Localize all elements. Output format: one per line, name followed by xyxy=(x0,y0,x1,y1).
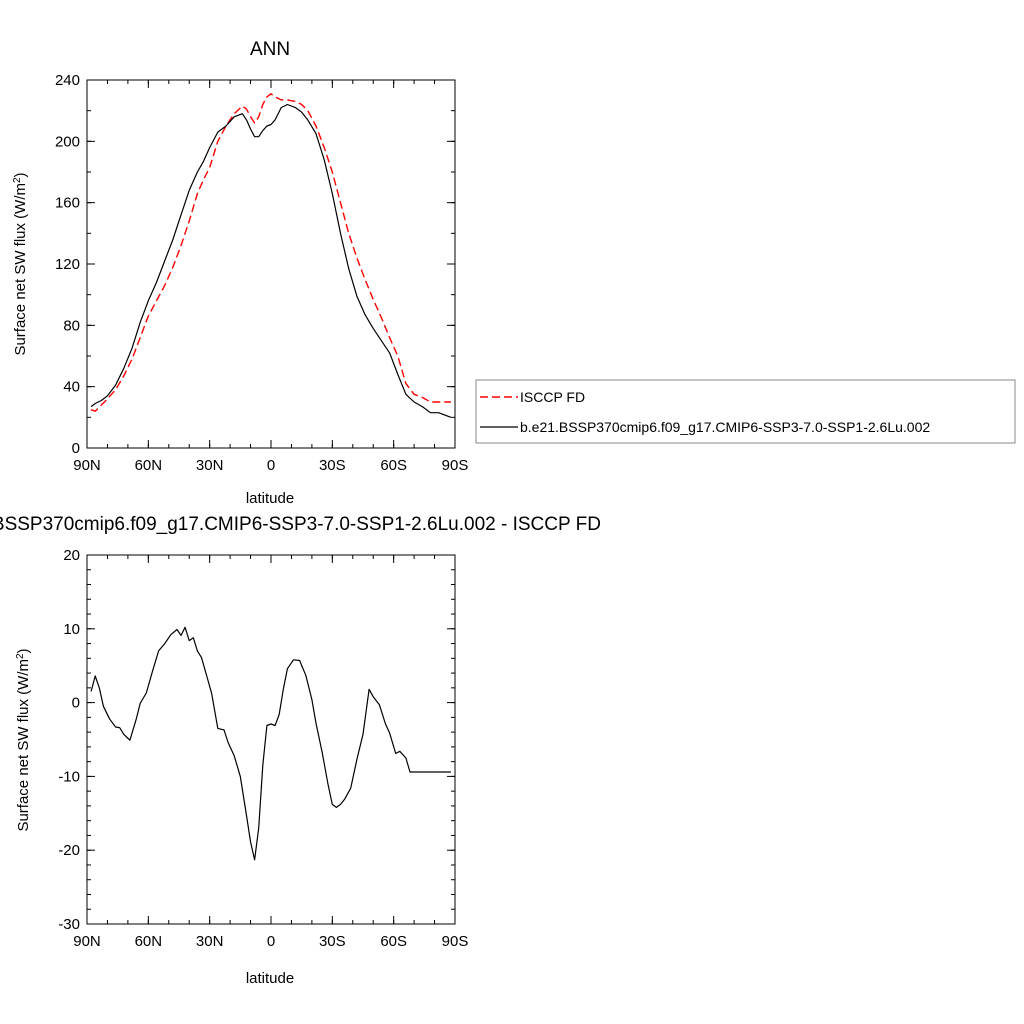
top-panel: ANN 0 40 80 120 160 200 240 90N 60N 30N 0 30S 60S 90S… xyxy=(12,39,1016,507)
top-x-tick-label: 60S xyxy=(380,457,407,474)
top-series-layer xyxy=(90,93,452,418)
top-x-tick-label: 60N xyxy=(135,457,163,474)
legend: ISCCP FD b.e21.BSSP370cmip6.f09_g17.CMIP… xyxy=(475,379,1016,444)
bottom-panel: b.e21.BSSP370cmip6.f09_g17.CMIP6-SSP3-7.… xyxy=(0,514,601,987)
bottom-x-tick-label: 30N xyxy=(196,933,224,950)
bottom-panel-title: b.e21.BSSP370cmip6.f09_g17.CMIP6-SSP3-7.… xyxy=(0,514,601,535)
bottom-series-line-0 xyxy=(90,626,451,861)
bottom-x-tick-label: 60N xyxy=(135,933,163,950)
legend-box xyxy=(475,379,1016,444)
top-x-tick-label: 30N xyxy=(196,457,224,474)
top-x-tick-label: 30S xyxy=(319,457,346,474)
bottom-plot-frame xyxy=(86,554,456,925)
bottom-y-tick-label: -10 xyxy=(58,768,80,785)
top-y-tick-label: 0 xyxy=(72,440,80,457)
top-y-tick-label: 200 xyxy=(55,133,80,150)
bottom-y-tick-label: 20 xyxy=(63,547,80,564)
top-x-tick-label: 90N xyxy=(73,457,101,474)
bottom-axis-ticks: -30 -20 -10 0 10 20 90N 60N 30N 0 30S 60S 90S xyxy=(58,547,468,950)
bottom-x-tick-label: 30S xyxy=(319,933,346,950)
top-x-axis-label: latitude xyxy=(246,490,294,507)
bottom-x-tick-label: 90S xyxy=(442,933,469,950)
bottom-x-tick-label: 60S xyxy=(380,933,407,950)
top-axis-ticks: 0 40 80 120 160 200 240 90N 60N 30N 0 30S 60S 90S xyxy=(55,72,468,474)
bottom-x-tick-label: 90N xyxy=(73,933,101,950)
legend-label-isccp-fd: ISCCP FD xyxy=(520,389,585,405)
top-series-line-1 xyxy=(90,103,452,418)
top-y-tick-label: 240 xyxy=(55,72,80,89)
bottom-y-tick-label: -20 xyxy=(58,842,80,859)
top-y-tick-label: 80 xyxy=(63,317,80,334)
top-y-tick-label: 40 xyxy=(63,379,80,396)
top-x-tick-label: 90S xyxy=(442,457,469,474)
bottom-x-tick-label: 0 xyxy=(267,933,275,950)
top-y-tick-label: 160 xyxy=(55,195,80,212)
bottom-x-axis-label: latitude xyxy=(246,970,294,987)
top-series-line-0 xyxy=(90,93,451,412)
bottom-series-layer xyxy=(90,626,451,861)
top-panel-title: ANN xyxy=(250,39,290,60)
bottom-y-tick-label: -30 xyxy=(58,916,80,933)
bottom-y-axis-label: Surface net SW flux (W/m2) xyxy=(15,648,33,831)
top-plot-frame xyxy=(86,79,456,449)
bottom-y-tick-label: 10 xyxy=(63,621,80,638)
legend-label-model: b.e21.BSSP370cmip6.f09_g17.CMIP6-SSP3-7.… xyxy=(520,419,930,435)
bottom-y-tick-label: 0 xyxy=(72,695,80,712)
top-x-tick-label: 0 xyxy=(267,457,275,474)
top-y-axis-label: Surface net SW flux (W/m2) xyxy=(12,172,30,355)
top-y-tick-label: 120 xyxy=(55,256,80,273)
